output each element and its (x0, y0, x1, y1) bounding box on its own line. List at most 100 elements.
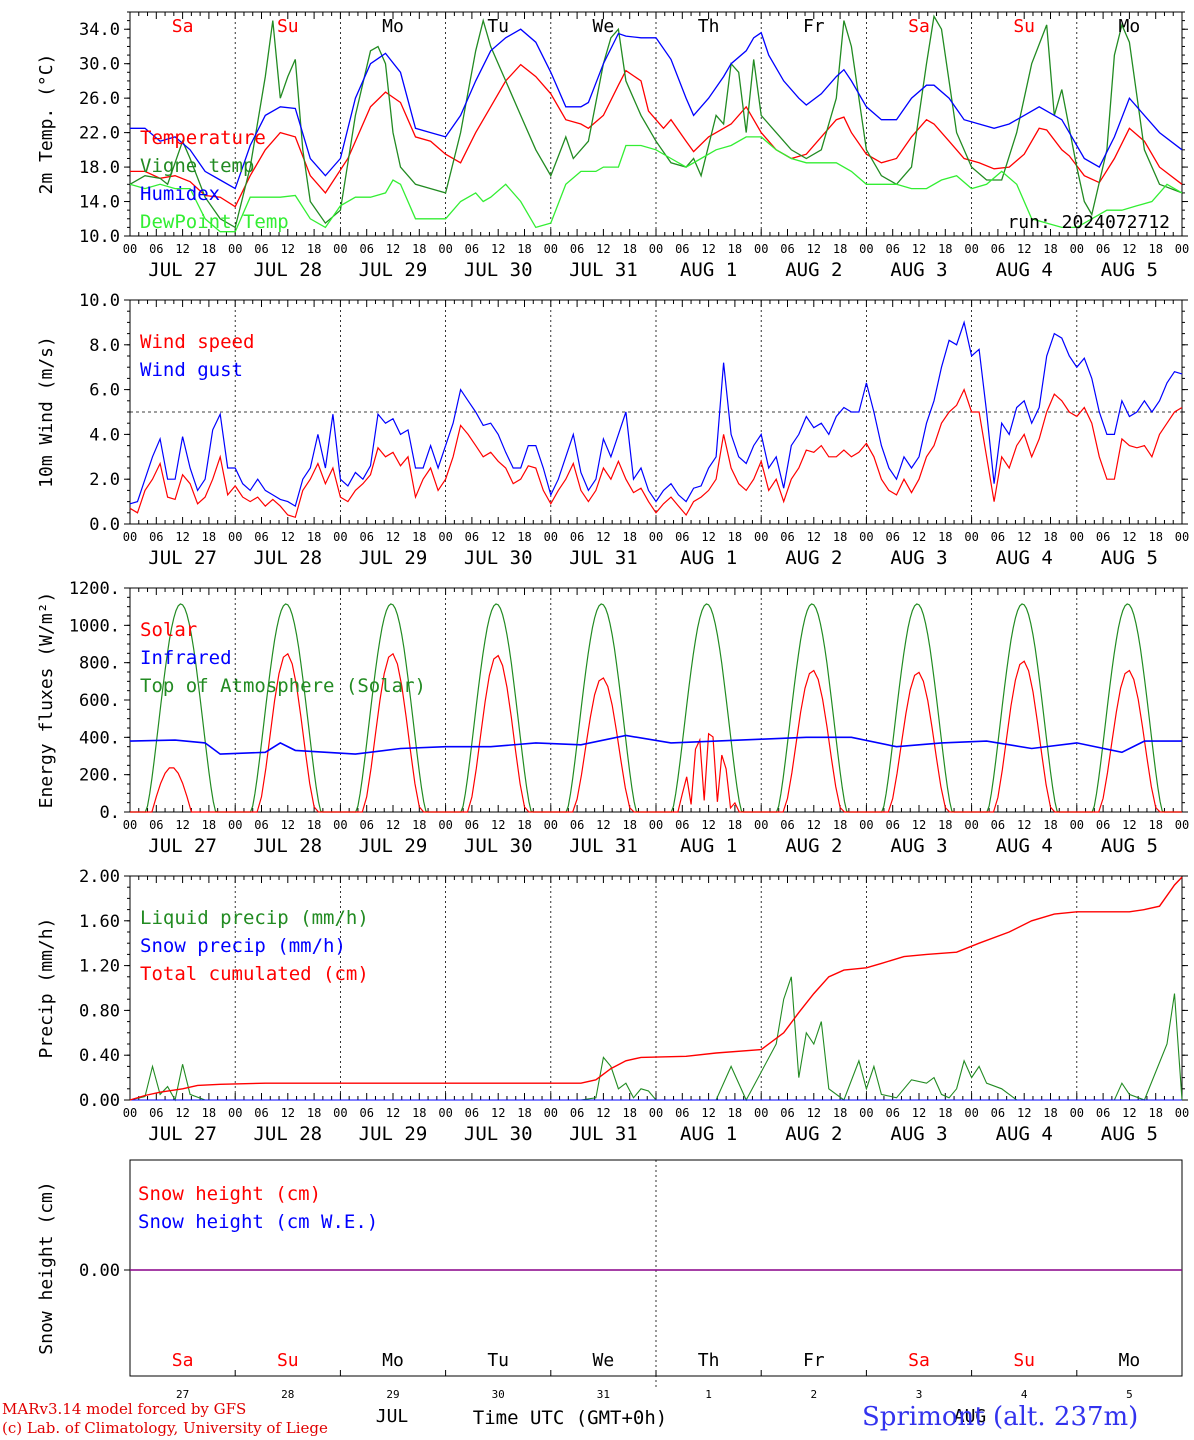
hour-tick-label: 00 (438, 530, 452, 544)
hour-tick-label: 06 (254, 242, 268, 256)
hour-tick-label: 00 (123, 818, 137, 832)
hour-tick-label: 12 (386, 242, 400, 256)
hour-tick-label: 18 (1043, 530, 1057, 544)
hour-tick-label: 00 (333, 1106, 347, 1120)
hour-tick-label: 18 (938, 530, 952, 544)
day-label: AUG 2 (785, 1123, 842, 1145)
hour-tick-label: 06 (359, 530, 373, 544)
panel-4: 0.00 Snow height (cm) Snow height (cm) Snow… (36, 1159, 1183, 1429)
hour-tick-label: 00 (333, 242, 347, 256)
y-tick-label: 30.0 (79, 55, 120, 75)
day-number: 28 (281, 1388, 294, 1401)
day-label: AUG 4 (996, 835, 1053, 857)
day-label: AUG 1 (680, 1123, 737, 1145)
hour-tick-label: 12 (701, 530, 715, 544)
day-label: JUL 28 (253, 835, 322, 857)
hour-tick-label: 06 (254, 530, 268, 544)
hour-tick-label: 00 (754, 1106, 768, 1120)
hour-tick-label: 00 (964, 1106, 978, 1120)
day-number: 4 (1021, 1388, 1028, 1401)
hour-tick-label: 00 (544, 818, 558, 832)
hour-tick-label: 18 (622, 530, 636, 544)
day-label: JUL 27 (148, 547, 217, 569)
hour-tick-label: 18 (307, 242, 321, 256)
hour-tick-label: 06 (254, 818, 268, 832)
hour-tick-label: 12 (701, 1106, 715, 1120)
day-number: 30 (492, 1388, 505, 1401)
y-tick-label: 1.20 (79, 957, 120, 977)
hour-tick-label: 18 (938, 818, 952, 832)
legend-entry: Total cumulated (cm) (140, 963, 369, 985)
weekday-label: Th (698, 16, 720, 37)
hour-tick-label: 00 (649, 818, 663, 832)
hour-tick-label: 06 (1096, 1106, 1110, 1120)
hour-tick-label: 18 (517, 818, 531, 832)
month-label: JUL (376, 1406, 409, 1427)
panel-0: 10.0 14.0 18.0 22.0 26.0 30.0 34.0 2m Temp. (°C… (36, 11, 1189, 281)
hour-tick-label: 18 (833, 242, 847, 256)
y-axis-label: Energy fluxes (W/m²) (36, 592, 57, 809)
hour-tick-label: 00 (859, 1106, 873, 1120)
hour-tick-label: 06 (780, 242, 794, 256)
day-label: JUL 30 (464, 1123, 533, 1145)
hour-tick-label: 06 (885, 818, 899, 832)
weekday-label: We (593, 16, 615, 37)
hour-tick-label: 18 (412, 1106, 426, 1120)
hour-tick-label: 00 (333, 818, 347, 832)
day-label: JUL 29 (359, 259, 428, 281)
y-tick-label: 200. (79, 766, 120, 786)
legend-entry: Snow height (cm W.E.) (138, 1211, 378, 1233)
day-label: JUL 28 (253, 259, 322, 281)
hour-tick-label: 12 (807, 1106, 821, 1120)
day-label: AUG 2 (785, 547, 842, 569)
weekday-label: We (593, 1350, 615, 1371)
day-number: 27 (176, 1388, 189, 1401)
hour-tick-label: 06 (254, 1106, 268, 1120)
run-label: run: 2024072712 (1007, 212, 1170, 233)
legend-entry: Humidex (140, 183, 220, 205)
hour-tick-label: 12 (701, 242, 715, 256)
hour-tick-label: 00 (859, 818, 873, 832)
legend-entry: Solar (140, 619, 197, 641)
y-tick-label: 0.00 (79, 1091, 120, 1111)
hour-tick-label: 06 (465, 1106, 479, 1120)
hour-tick-label: 18 (938, 242, 952, 256)
legend-entry: Snow height (cm) (138, 1183, 321, 1205)
day-label: JUL 30 (464, 835, 533, 857)
hour-tick-label: 18 (833, 530, 847, 544)
hour-tick-label: 00 (1070, 242, 1084, 256)
hour-tick-label: 00 (1070, 818, 1084, 832)
weekday-label: Mo (1119, 1350, 1141, 1371)
hour-tick-label: 12 (807, 242, 821, 256)
hour-tick-label: 06 (675, 818, 689, 832)
hour-tick-label: 18 (202, 242, 216, 256)
hour-tick-label: 18 (1148, 818, 1162, 832)
hour-tick-label: 12 (596, 1106, 610, 1120)
hour-tick-label: 06 (570, 242, 584, 256)
hour-tick-label: 18 (412, 530, 426, 544)
hour-tick-label: 18 (517, 1106, 531, 1120)
day-label: AUG 2 (785, 259, 842, 281)
hour-tick-label: 18 (622, 242, 636, 256)
series-line (129, 734, 1182, 755)
hour-tick-label: 12 (912, 818, 926, 832)
hour-tick-label: 12 (1122, 242, 1136, 256)
day-label: AUG 2 (785, 835, 842, 857)
hour-tick-label: 12 (1122, 818, 1136, 832)
hour-tick-label: 18 (1043, 818, 1057, 832)
series-line (130, 63, 1183, 208)
y-tick-label: 6.0 (89, 381, 120, 401)
legend-entry: Snow precip (mm/h) (140, 935, 346, 957)
hour-tick-label: 00 (228, 242, 242, 256)
hour-tick-label: 06 (675, 242, 689, 256)
series-line (130, 603, 1182, 813)
hour-tick-label: 00 (859, 530, 873, 544)
day-label: JUL 31 (569, 1123, 638, 1145)
day-label: JUL 27 (148, 835, 217, 857)
hour-tick-label: 06 (1096, 530, 1110, 544)
weekday-label: Tu (487, 16, 509, 37)
hour-tick-label: 00 (228, 530, 242, 544)
hour-tick-label: 00 (1175, 530, 1189, 544)
y-tick-label: 10.0 (79, 291, 120, 311)
day-label: JUL 31 (569, 259, 638, 281)
